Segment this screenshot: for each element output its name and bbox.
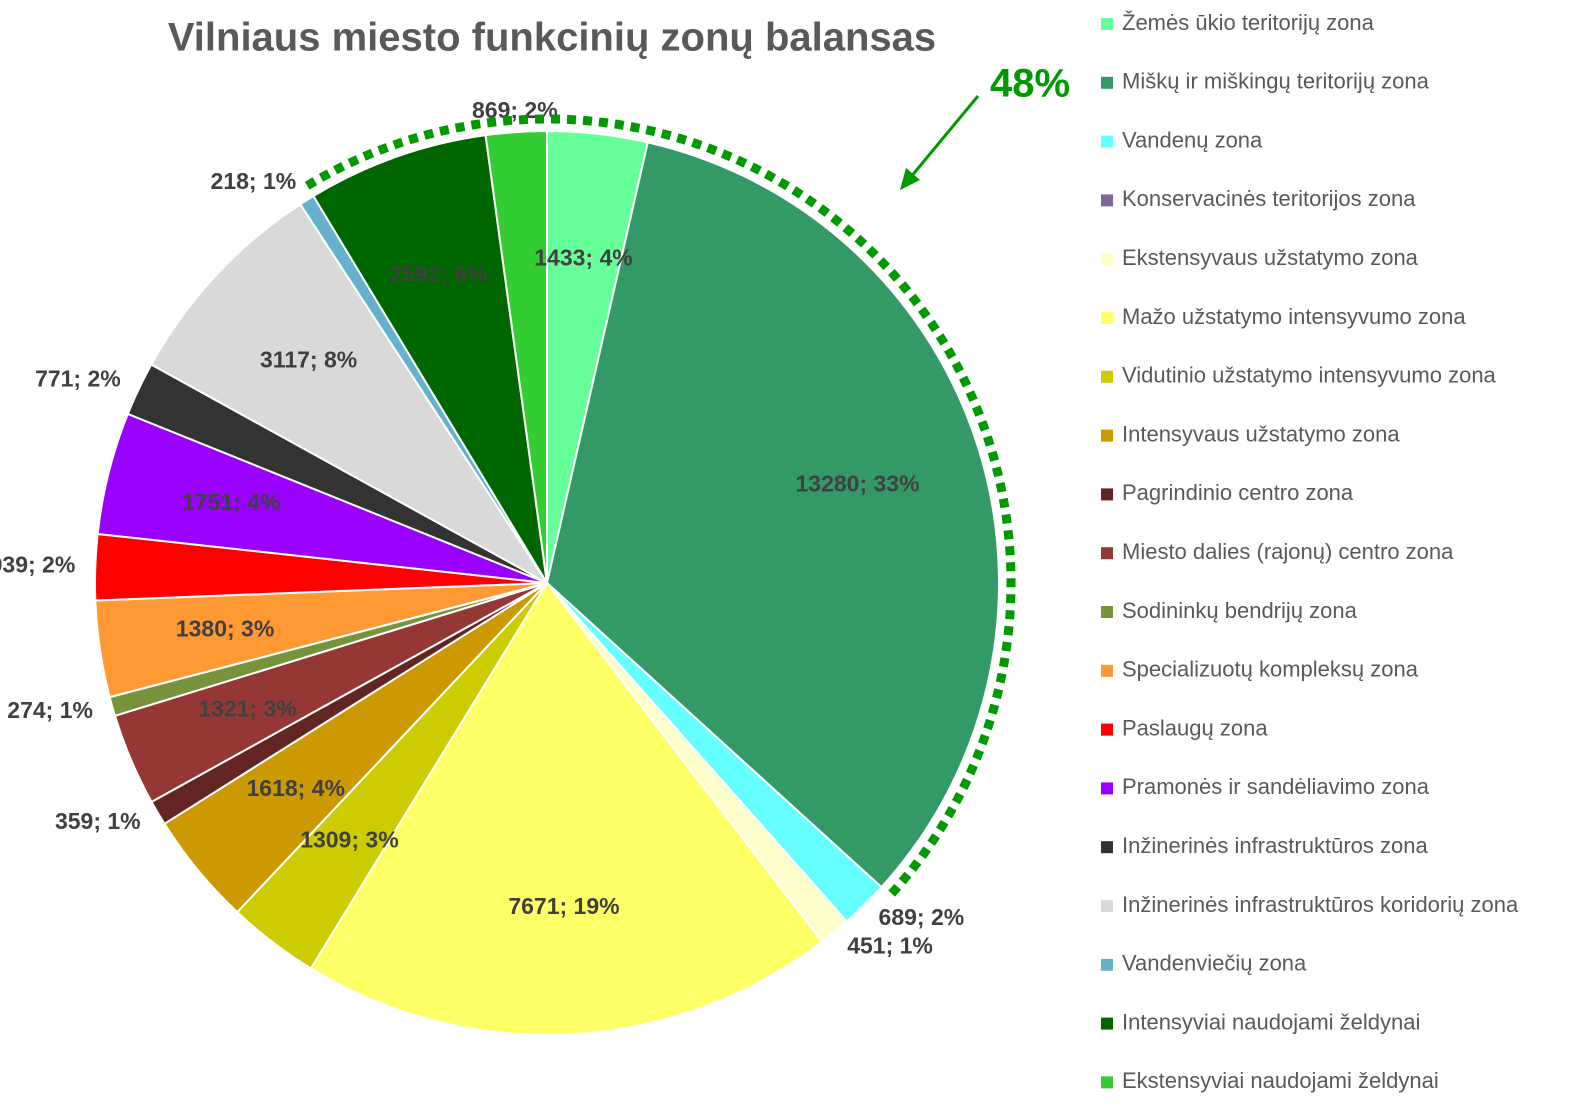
legend-swatch bbox=[1101, 370, 1113, 383]
legend-label: Pramonės ir sandėliavimo zona bbox=[1122, 774, 1430, 799]
pie-slice bbox=[309, 581, 824, 1036]
legend-label: Ekstensyvaus užstatymo zona bbox=[1122, 245, 1419, 270]
data-label: 451; 1% bbox=[847, 932, 933, 958]
legend-label: Miškų ir miškingų teritorijų zona bbox=[1122, 69, 1430, 94]
legend-swatch bbox=[1101, 841, 1113, 854]
legend-swatch bbox=[1101, 429, 1113, 442]
legend-swatch bbox=[1101, 253, 1113, 266]
pie-slice bbox=[312, 134, 548, 584]
data-label: 274; 1% bbox=[7, 697, 93, 723]
legend-label: Žemės ūkio teritorijų zona bbox=[1122, 10, 1375, 35]
data-label: 1380; 3% bbox=[176, 616, 274, 642]
data-label: 2592; 6% bbox=[389, 261, 487, 287]
annotation: 48% bbox=[990, 62, 1070, 106]
data-label: 771; 2% bbox=[35, 365, 121, 391]
legend-label: Pagrindinio centro zona bbox=[1122, 480, 1354, 505]
data-label: 7671; 19% bbox=[508, 893, 619, 919]
legend-swatch bbox=[1101, 547, 1113, 560]
data-label: 1309; 3% bbox=[300, 827, 398, 853]
data-label: 3117; 8% bbox=[260, 346, 357, 372]
legend-label: Miesto dalies (rajonų) centro zona bbox=[1122, 539, 1454, 564]
legend-label: Ekstensyviai naudojami želdynai bbox=[1122, 1068, 1439, 1093]
legend-swatch bbox=[1101, 1076, 1113, 1089]
pie-slice bbox=[149, 202, 548, 584]
legend-swatch bbox=[1101, 723, 1113, 736]
data-label: 1321; 3% bbox=[198, 695, 296, 721]
legend-swatch bbox=[1101, 488, 1113, 501]
legend-label: Intensyvaus užstatymo zona bbox=[1122, 421, 1400, 446]
legend-label: Inžinerinės infrastruktūros zona bbox=[1122, 833, 1428, 858]
legend-swatch bbox=[1101, 782, 1113, 795]
data-label: 1618; 4% bbox=[247, 775, 345, 801]
pie-slice bbox=[545, 141, 1000, 889]
arrow-head bbox=[900, 168, 920, 190]
legend-label: Vandenų zona bbox=[1122, 127, 1263, 152]
data-label: 218; 1% bbox=[211, 168, 297, 194]
legend-label: Inžinerinės infrastruktūros koridorių zo… bbox=[1122, 892, 1519, 917]
legend-swatch bbox=[1101, 194, 1113, 207]
legend-label: Specializuotų kompleksų zona bbox=[1122, 657, 1419, 682]
chart-title: Vilniaus miesto funkcinių zonų balansas bbox=[168, 16, 936, 60]
data-label: 939; 2% bbox=[0, 552, 75, 578]
legend-swatch bbox=[1101, 18, 1113, 30]
pie-slice bbox=[484, 129, 548, 584]
legend-swatch bbox=[1101, 958, 1113, 971]
legend-label: Vandenviečių zona bbox=[1122, 951, 1307, 976]
data-label: 689; 2% bbox=[879, 904, 965, 930]
legend-label: Intensyviai naudojami želdynai bbox=[1122, 1009, 1420, 1034]
data-label: 13280; 33% bbox=[795, 471, 919, 497]
legend-swatch bbox=[1101, 312, 1113, 324]
legend-swatch bbox=[1101, 900, 1113, 912]
legend-swatch bbox=[1101, 664, 1113, 677]
legend-label: Paslaugų zona bbox=[1122, 715, 1268, 740]
legend-swatch bbox=[1101, 76, 1113, 89]
legend-swatch bbox=[1101, 1017, 1113, 1030]
legend-label: Vidutinio užstatymo intensyvumo zona bbox=[1122, 363, 1497, 388]
data-label: 1433; 4% bbox=[534, 245, 632, 271]
legend-label: Konservacinės teritorijos zona bbox=[1122, 186, 1416, 211]
annotation-arc bbox=[304, 114, 1016, 899]
legend-label: Mažo užstatymo intensyvumo zona bbox=[1122, 304, 1466, 329]
legend-label: Sodininkų bendrijų zona bbox=[1122, 598, 1358, 623]
data-label: 869; 2% bbox=[472, 97, 558, 123]
legend-swatch bbox=[1101, 606, 1113, 618]
legend-swatch bbox=[1101, 135, 1113, 148]
arrow bbox=[908, 95, 980, 179]
data-label: 359; 1% bbox=[55, 808, 141, 834]
data-label: 1751; 4% bbox=[182, 489, 280, 515]
